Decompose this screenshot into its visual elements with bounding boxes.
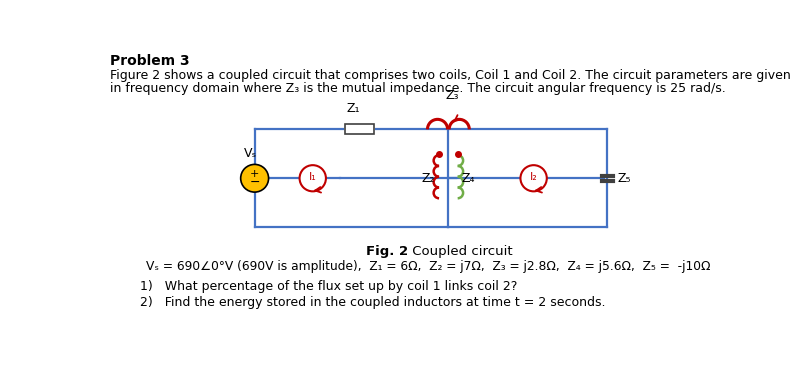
Text: Z₂: Z₂	[422, 172, 435, 185]
Text: Z₄: Z₄	[461, 172, 475, 185]
Text: Fig. 2: Fig. 2	[366, 245, 408, 258]
Bar	[344, 124, 374, 134]
Circle shape	[300, 165, 326, 191]
Circle shape	[520, 165, 547, 191]
Text: Z₅: Z₅	[618, 172, 630, 185]
Text: 2)   Find the energy stored in the coupled inductors at time t = 2 seconds.: 2) Find the energy stored in the coupled…	[140, 296, 606, 310]
Text: Vₛ = 690∠0°V (690V is amplitude),  Z₁ = 6Ω,  Z₂ = j7Ω,  Z₃ = j2.8Ω,  Z₄ = j5.6Ω,: Vₛ = 690∠0°V (690V is amplitude), Z₁ = 6…	[146, 260, 711, 273]
Text: 1)   What percentage of the flux set up by coil 1 links coil 2?: 1) What percentage of the flux set up by…	[140, 280, 517, 293]
Text: Z₃: Z₃	[446, 89, 459, 102]
Text: I₁: I₁	[309, 172, 316, 182]
Text: −: −	[249, 176, 260, 189]
Circle shape	[241, 164, 269, 192]
Text: Vₛ: Vₛ	[244, 147, 257, 160]
Text: Problem 3: Problem 3	[111, 54, 190, 68]
Text: Coupled circuit: Coupled circuit	[408, 245, 512, 258]
Text: Z₁: Z₁	[347, 102, 359, 116]
Text: in frequency domain where Z₃ is the mutual impedance. The circuit angular freque: in frequency domain where Z₃ is the mutu…	[111, 82, 726, 95]
Text: +: +	[250, 169, 259, 179]
Text: I₂: I₂	[530, 172, 537, 182]
Text: Figure 2 shows a coupled circuit that comprises two coils, Coil 1 and Coil 2. Th: Figure 2 shows a coupled circuit that co…	[111, 69, 791, 82]
